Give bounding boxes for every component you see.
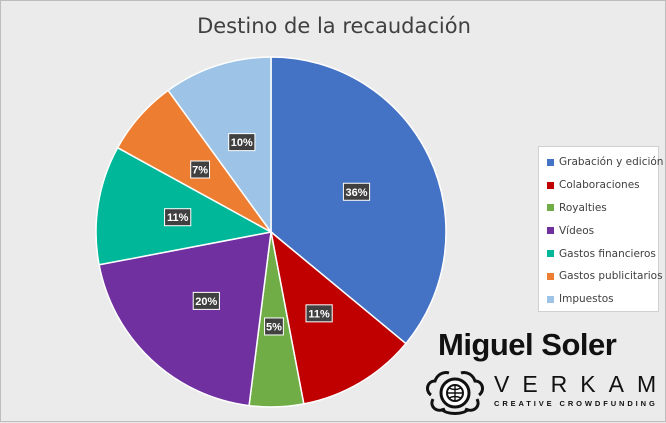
legend-label: Gastos publicitarios [559,270,663,283]
legend-label: Grabación y edición [559,156,664,169]
artist-name: Miguel Soler [438,327,617,362]
pie-slice-colaboraciones [269,230,407,405]
legend-swatch [547,227,554,235]
legend-item-royalties: Royalties [547,197,658,220]
legend-label: Gastos financieros [559,247,656,260]
legend-item-impuestos: Impuestos [547,288,658,311]
pie-slice-gastos-financieros [95,146,274,266]
data-label-box [164,208,192,227]
data-label-text: 11% [308,308,330,320]
data-label-box [190,160,211,179]
chart-legend: Grabación y edición Colaboraciones Royalti… [538,146,663,312]
verkami-octopus-icon [426,371,484,415]
data-label-box [305,304,333,323]
legend-swatch [547,272,554,280]
data-label-text: 5% [266,321,282,333]
chart-title: Destino de la recaudación [197,14,471,38]
data-label-text: 11% [167,212,189,224]
legend-swatch [547,181,554,189]
legend-item-grabacion-y-edicion: Grabación y edición [547,151,663,174]
data-label-box [192,291,220,310]
data-label-text: 20% [195,296,217,308]
legend-item-colaboraciones: Colaboraciones [547,174,658,197]
data-label-text: 7% [192,165,208,177]
legend-swatch [547,295,554,303]
data-label-royalties: 5% [264,317,284,336]
data-label-colaboraciones: 11% [305,304,333,323]
data-label-videos: 20% [192,291,220,310]
data-label-box [342,182,371,201]
legend-label: Vídeos [559,224,595,237]
legend-label: Impuestos [559,293,614,306]
legend-swatch [547,158,554,166]
data-label-gastos-publicitarios: 7% [190,160,211,179]
platform-tagline: CREATIVE CROWDFUNDING [494,399,658,408]
data-label-text: 10% [231,137,253,149]
pie-slice-videos [98,231,272,407]
data-label-gastos-financieros: 11% [164,208,192,227]
legend-swatch [547,204,554,212]
legend-label: Royalties [559,201,607,214]
pie-slice-impuestos [167,56,272,235]
data-label-impuestos: 10% [228,133,256,152]
data-label-text: 36% [345,187,367,199]
data-label-box [228,133,256,152]
data-label-box [264,317,284,336]
legend-swatch [547,250,554,258]
legend-label: Colaboraciones [559,179,640,192]
platform-wordmark: VERKAMI [494,371,666,397]
legend-item-gastos-publicitarios: Gastos publicitarios [547,265,663,288]
legend-item-videos: Vídeos [547,219,658,242]
legend-item-gastos-financieros: Gastos financieros [547,242,658,265]
data-label-grabacion-y-edicion: 36% [342,182,371,201]
